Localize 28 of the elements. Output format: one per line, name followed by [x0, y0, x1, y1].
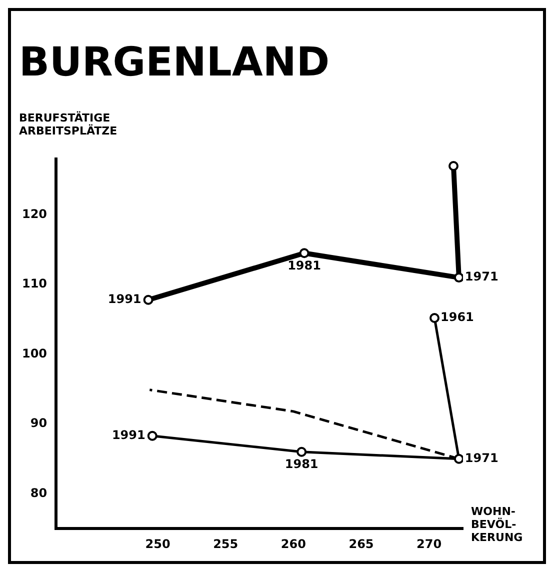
y-tick-label: 110 — [22, 276, 48, 291]
y-tick-label: 120 — [22, 206, 48, 221]
chart-title: BURGENLAND — [19, 39, 330, 86]
point — [454, 454, 463, 464]
x-tick-label: 270 — [416, 536, 442, 551]
annotation: 1961 — [440, 310, 474, 324]
point — [299, 248, 310, 258]
y-tick-label: 90 — [30, 416, 48, 430]
y-tick-label: 80 — [30, 486, 48, 500]
y-tick-label: 100 — [22, 346, 48, 360]
x-tick-label: 250 — [145, 536, 170, 551]
annotation: 1991 — [108, 292, 142, 306]
x-tick-label: 260 — [280, 536, 306, 551]
annotation: 1981 — [284, 457, 318, 472]
annotation: 1971 — [464, 270, 498, 284]
x-tick-label: 265 — [348, 536, 374, 551]
annotation: 1981 — [288, 258, 321, 272]
point — [448, 160, 459, 171]
annotation: 1971 — [464, 450, 498, 465]
point — [454, 272, 463, 283]
point — [430, 313, 440, 323]
point — [147, 430, 158, 441]
point — [296, 446, 307, 457]
point — [143, 294, 154, 305]
x-axis-title: WOHN- BEVÖL- KERUNG — [471, 504, 523, 544]
y-axis-title: BERUFSTÄTIGE ARBEITSPLÄTZE — [19, 110, 118, 138]
annotation: 1991 — [112, 428, 146, 442]
x-tick-label: 255 — [213, 536, 238, 551]
